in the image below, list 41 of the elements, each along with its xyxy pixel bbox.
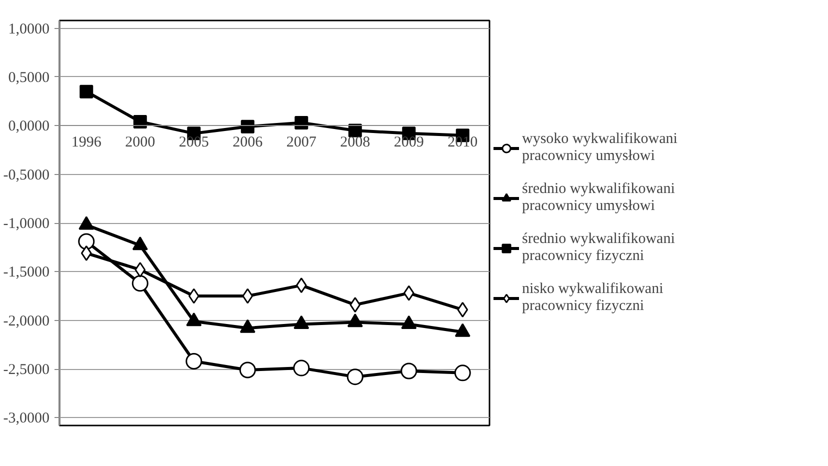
point — [296, 278, 307, 294]
point — [350, 297, 361, 313]
y-tick-label: 0,0000 — [8, 118, 50, 135]
point — [346, 368, 364, 386]
y-tick-label: -3,0000 — [3, 410, 50, 427]
y-tick-label: -1,0000 — [3, 216, 50, 232]
x-tick-label: 2010 — [448, 134, 478, 151]
legend-label: wysoko wykwalifikowani pracownicy umysłowi — [522, 130, 678, 166]
point — [240, 120, 254, 134]
x-tick-label: 1996 — [71, 134, 102, 151]
point — [293, 360, 310, 376]
y-tick-label: -2,5000 — [3, 362, 50, 378]
point — [239, 362, 256, 378]
x-tick-label: 2007 — [286, 134, 317, 151]
point — [78, 233, 95, 250]
point — [400, 362, 418, 380]
x-tick-label: 2005 — [178, 134, 209, 151]
y-tick-label: 1,0000 — [8, 21, 50, 38]
x-tick-label: 2009 — [394, 134, 424, 151]
point — [80, 84, 94, 98]
point — [242, 288, 254, 304]
point — [294, 116, 308, 130]
legend-label: średnio wykwalifikowani pracownicy umysłowi — [522, 180, 676, 216]
legend-label: nisko wykwalifikowani pracownicy fizyczni — [522, 280, 664, 316]
point — [457, 302, 468, 318]
x-tick-label: 2008 — [340, 134, 370, 151]
point — [80, 245, 92, 261]
y-tick-label: -1,5000 — [3, 264, 50, 281]
point — [133, 115, 147, 128]
point — [132, 275, 148, 292]
point — [186, 353, 202, 370]
legend-label: średnio wykwalifikowani pracownicy fizyczni — [522, 230, 676, 266]
y-tick-label: -2,0000 — [3, 313, 50, 330]
y-tick-label: -0,5000 — [3, 167, 50, 184]
point — [403, 285, 414, 301]
y-tick-label: 0,5000 — [8, 70, 50, 86]
point — [454, 364, 471, 382]
x-tick-label: 2006 — [232, 134, 264, 151]
point — [134, 262, 146, 278]
x-tick-label: 2000 — [125, 134, 156, 151]
point — [188, 288, 200, 304]
